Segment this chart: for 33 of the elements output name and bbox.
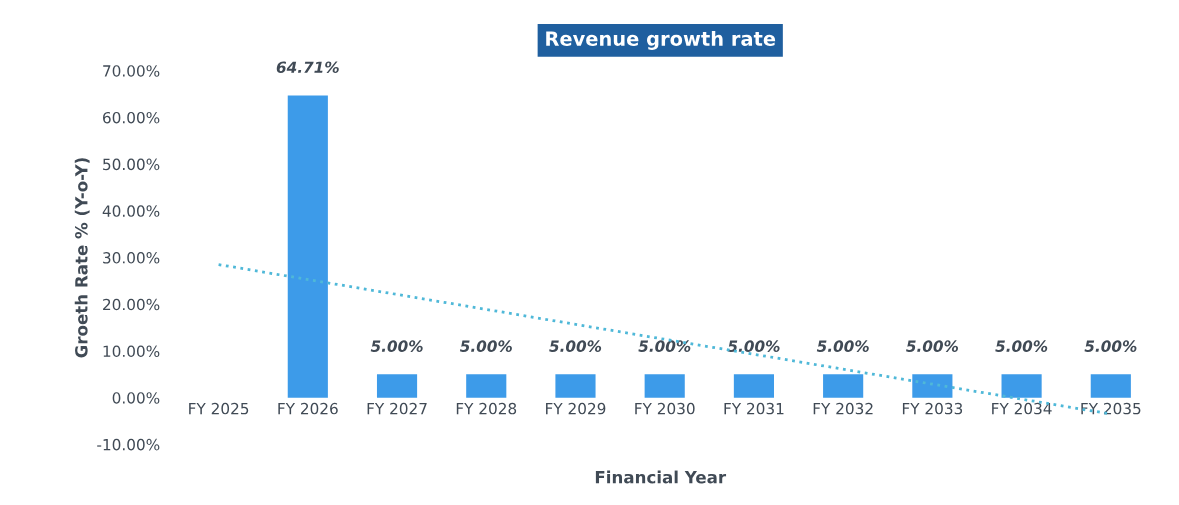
y-tick-label: 60.00% bbox=[103, 111, 160, 124]
y-tick-label: 10.00% bbox=[103, 345, 160, 357]
y-axis-title: Groeth Rate % (Y-o-Y) bbox=[74, 158, 90, 358]
data-label: 5.00% bbox=[549, 340, 602, 352]
x-tick-label: FY 2029 bbox=[546, 402, 606, 415]
x-tick-label: FY 2027 bbox=[367, 402, 427, 415]
x-tick-label: FY 2032 bbox=[813, 402, 873, 415]
data-label: 5.00% bbox=[459, 340, 512, 352]
y-tick-label: 70.00% bbox=[103, 65, 160, 77]
x-tick-label: FY 2028 bbox=[456, 402, 517, 415]
chart-title: Revenue growth rate bbox=[546, 30, 776, 50]
x-tick-label: FY 2031 bbox=[724, 402, 784, 415]
x-tick-label: FY 2026 bbox=[278, 402, 338, 415]
data-label: 5.00% bbox=[370, 340, 423, 352]
x-tick-label: FY 2030 bbox=[635, 402, 695, 415]
x-tick-label: FY 2035 bbox=[1081, 402, 1141, 415]
x-tick-label: FY 2025 bbox=[189, 402, 249, 415]
data-label: 5.00% bbox=[995, 340, 1048, 352]
x-tick-label: FY 2033 bbox=[902, 402, 963, 415]
y-tick-label: 50.00% bbox=[103, 158, 160, 171]
data-label: 5.00% bbox=[816, 340, 869, 352]
x-tick-label: FY 2034 bbox=[992, 402, 1052, 415]
data-label: 5.00% bbox=[906, 340, 959, 352]
y-tick-label: 30.00% bbox=[103, 252, 160, 264]
y-tick-label: 40.00% bbox=[102, 205, 160, 217]
data-label: 64.71% bbox=[276, 61, 339, 74]
x-axis-title: Financial Year bbox=[595, 470, 727, 484]
y-tick-label: -10.00% bbox=[97, 438, 160, 451]
y-tick-label: 0.00% bbox=[112, 392, 160, 404]
data-label: 5.00% bbox=[638, 340, 691, 352]
data-label: 5.00% bbox=[727, 340, 780, 352]
y-tick-label: 20.00% bbox=[103, 298, 160, 311]
data-label: 5.00% bbox=[1084, 340, 1137, 352]
